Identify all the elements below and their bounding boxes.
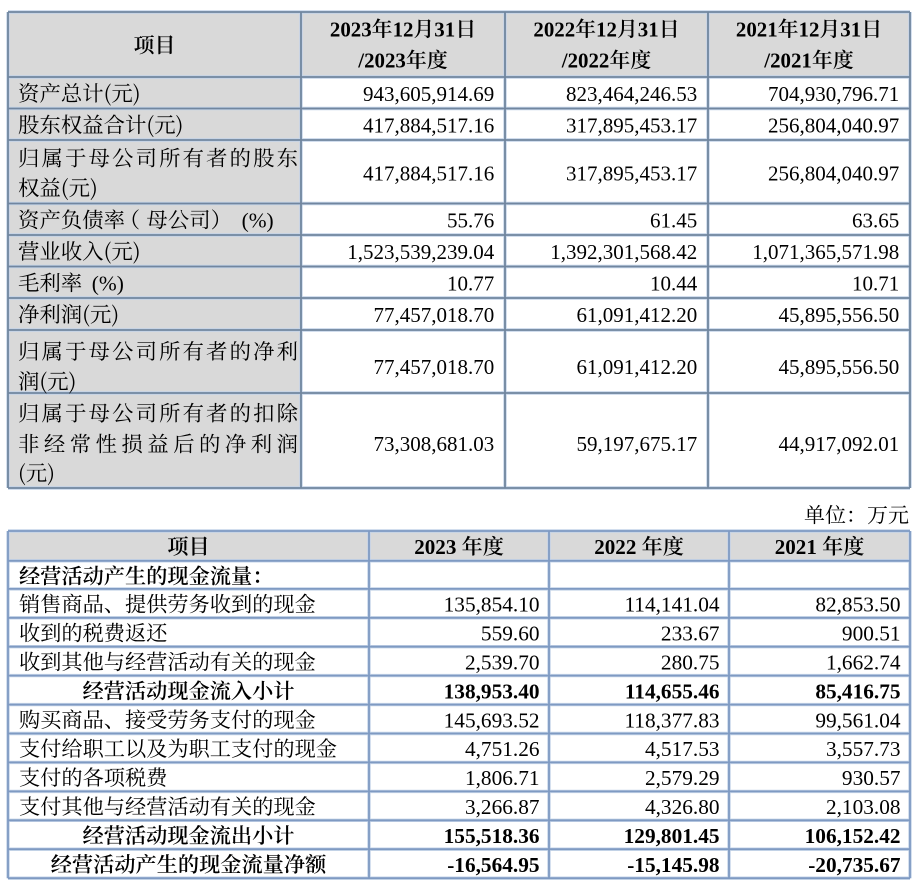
svg-text:1,523,539,239.04: 1,523,539,239.04 <box>347 240 495 264</box>
svg-text:1,071,365,571.98: 1,071,365,571.98 <box>752 240 899 264</box>
svg-text:73,308,681.03: 73,308,681.03 <box>373 432 494 456</box>
svg-text:114,141.04: 114,141.04 <box>624 593 719 617</box>
svg-text:77,457,018.70: 77,457,018.70 <box>373 355 494 379</box>
svg-text:/2022: /2022 <box>561 48 610 72</box>
svg-text:823,464,246.53: 823,464,246.53 <box>566 82 697 106</box>
svg-text:31: 31 <box>840 17 861 41</box>
svg-text:77,457,018.70: 77,457,018.70 <box>373 303 494 327</box>
svg-text:2023: 2023 <box>414 535 456 559</box>
svg-text:1,392,301,568.42: 1,392,301,568.42 <box>550 240 697 264</box>
svg-text:45,895,556.50: 45,895,556.50 <box>778 355 899 379</box>
svg-text:317,895,453.17: 317,895,453.17 <box>566 114 697 138</box>
svg-text:417,884,517.16: 417,884,517.16 <box>363 162 494 186</box>
svg-text:4,517.53: 4,517.53 <box>645 737 720 761</box>
svg-text:145,693.52: 145,693.52 <box>444 708 540 732</box>
svg-text:61.45: 61.45 <box>650 209 697 233</box>
svg-text:559.60: 559.60 <box>481 622 540 646</box>
svg-text:-20,735.67: -20,735.67 <box>808 853 901 877</box>
svg-text:129,801.45: 129,801.45 <box>624 824 720 848</box>
svg-text:2021: 2021 <box>736 17 778 41</box>
svg-text:155,518.36: 155,518.36 <box>444 824 540 848</box>
svg-text:10.44: 10.44 <box>650 272 698 296</box>
svg-text:943,605,914.69: 943,605,914.69 <box>363 82 494 106</box>
svg-text:/2023: /2023 <box>357 48 406 72</box>
svg-text:1,806.71: 1,806.71 <box>465 766 540 790</box>
svg-text:2023: 2023 <box>330 17 372 41</box>
svg-text:(%): (%) <box>92 272 124 296</box>
svg-text:(%): (%) <box>242 209 274 233</box>
svg-text:2022: 2022 <box>533 17 575 41</box>
svg-text:114,655.46: 114,655.46 <box>625 679 720 703</box>
svg-text:12: 12 <box>799 17 820 41</box>
svg-text:3,266.87: 3,266.87 <box>465 795 540 819</box>
svg-text:2022: 2022 <box>594 535 636 559</box>
svg-text:900.51: 900.51 <box>842 622 901 646</box>
svg-text:256,804,040.97: 256,804,040.97 <box>768 162 899 186</box>
svg-text:138,953.40: 138,953.40 <box>444 679 540 703</box>
svg-text:2,539.70: 2,539.70 <box>465 650 540 674</box>
svg-text:/2021: /2021 <box>763 48 812 72</box>
svg-text:233.67: 233.67 <box>661 622 720 646</box>
svg-text:256,804,040.97: 256,804,040.97 <box>768 114 899 138</box>
svg-text:1,662.74: 1,662.74 <box>826 650 901 674</box>
svg-text:10.71: 10.71 <box>852 272 899 296</box>
svg-text:-16,564.95: -16,564.95 <box>447 853 539 877</box>
svg-text:2,103.08: 2,103.08 <box>826 795 901 819</box>
svg-text:280.75: 280.75 <box>661 650 720 674</box>
svg-text:55.76: 55.76 <box>447 209 494 233</box>
svg-text:4,326.80: 4,326.80 <box>645 795 720 819</box>
svg-text:45,895,556.50: 45,895,556.50 <box>778 303 899 327</box>
svg-text:317,895,453.17: 317,895,453.17 <box>566 162 697 186</box>
svg-text:63.65: 63.65 <box>852 209 899 233</box>
svg-text:61,091,412.20: 61,091,412.20 <box>576 303 697 327</box>
svg-text:-15,145.98: -15,145.98 <box>627 853 719 877</box>
svg-text:61,091,412.20: 61,091,412.20 <box>576 355 697 379</box>
svg-text:31: 31 <box>638 17 659 41</box>
svg-text:82,853.50: 82,853.50 <box>815 593 900 617</box>
svg-text:106,152.42: 106,152.42 <box>805 824 901 848</box>
svg-text:704,930,796.71: 704,930,796.71 <box>768 82 899 106</box>
svg-text:135,854.10: 135,854.10 <box>444 593 540 617</box>
svg-text:12: 12 <box>393 17 414 41</box>
svg-text:31: 31 <box>434 17 455 41</box>
svg-text:85,416.75: 85,416.75 <box>815 679 900 703</box>
svg-text:59,197,675.17: 59,197,675.17 <box>576 432 697 456</box>
svg-text:930.57: 930.57 <box>842 766 901 790</box>
svg-text:417,884,517.16: 417,884,517.16 <box>363 114 494 138</box>
svg-text:12: 12 <box>596 17 617 41</box>
svg-text:99,561.04: 99,561.04 <box>815 708 901 732</box>
svg-text:2021: 2021 <box>775 535 817 559</box>
svg-text:44,917,092.01: 44,917,092.01 <box>778 432 899 456</box>
svg-text:3,557.73: 3,557.73 <box>826 737 901 761</box>
svg-text:10.77: 10.77 <box>447 272 494 296</box>
svg-text:2,579.29: 2,579.29 <box>645 766 720 790</box>
svg-text:4,751.26: 4,751.26 <box>465 737 540 761</box>
svg-text:118,377.83: 118,377.83 <box>624 708 719 732</box>
